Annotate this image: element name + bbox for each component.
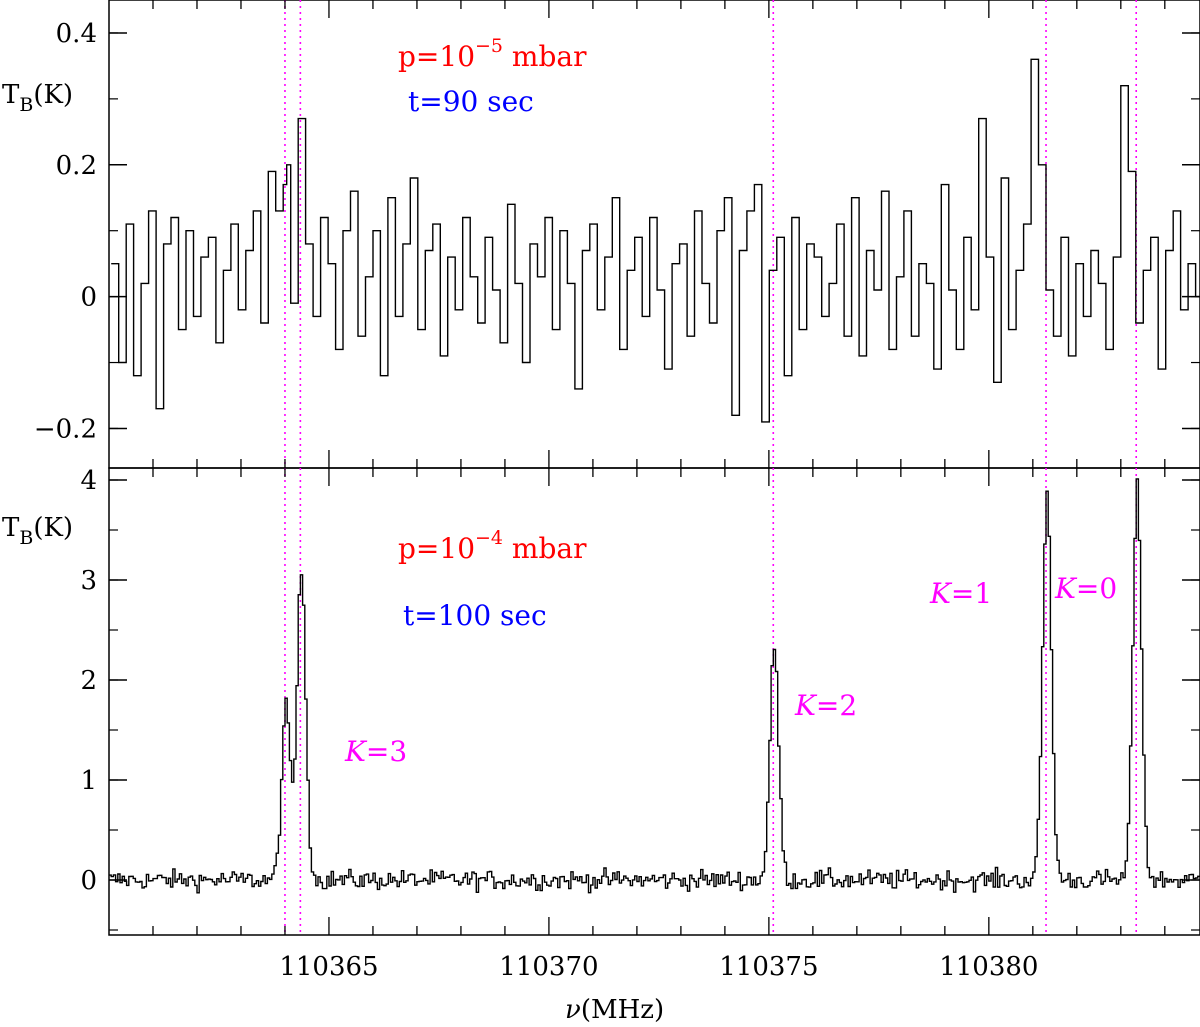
- y-tick-label: 1: [80, 766, 97, 796]
- x-tick-label: 110370: [499, 952, 598, 982]
- top-y-axis-label: TB(K): [2, 80, 73, 116]
- bottom-time-annotation: t=100 sec: [403, 599, 547, 632]
- y-tick-label: 4: [80, 466, 97, 496]
- y-tick-label: 0: [80, 866, 97, 896]
- spectrum-step-line: [111, 58, 1200, 423]
- bottom-spectrum-trace: [109, 478, 1200, 894]
- y-tick-label: 2: [80, 666, 97, 696]
- top-pressure-annotation: p=10−5 mbar: [398, 35, 587, 73]
- top-time-annotation: t=90 sec: [408, 85, 534, 118]
- bottom-axis-ticks: 0 1 2 3 4 110365 110370 110375 110380: [80, 466, 1200, 982]
- k0-label: K=0: [1054, 572, 1117, 605]
- k2-label: K=2: [794, 689, 857, 722]
- spectrum-step-line: [109, 478, 1200, 894]
- bottom-panel-frame: [108, 467, 1200, 936]
- x-tick-label: 110375: [719, 952, 818, 982]
- y-tick-label: −0.2: [34, 414, 97, 444]
- top-axis-ticks: −0.2 0 0.2 0.4: [34, 0, 1200, 468]
- x-axis-label: ν(MHz): [565, 995, 664, 1025]
- bottom-y-axis-label: TB(K): [2, 513, 73, 549]
- x-tick-label: 110365: [279, 952, 378, 982]
- y-tick-label: 0.4: [56, 19, 97, 49]
- x-tick-label: 110380: [939, 952, 1038, 982]
- y-tick-label: 0: [80, 283, 97, 313]
- y-tick-label: 0.2: [56, 151, 97, 181]
- k1-label: K=1: [929, 577, 992, 610]
- k3-label: K=3: [344, 735, 407, 768]
- top-panel-frame: [108, 0, 1200, 469]
- bottom-pressure-annotation: p=10−4 mbar: [398, 527, 587, 565]
- y-tick-label: 3: [80, 566, 97, 596]
- top-spectrum-trace: [111, 58, 1200, 423]
